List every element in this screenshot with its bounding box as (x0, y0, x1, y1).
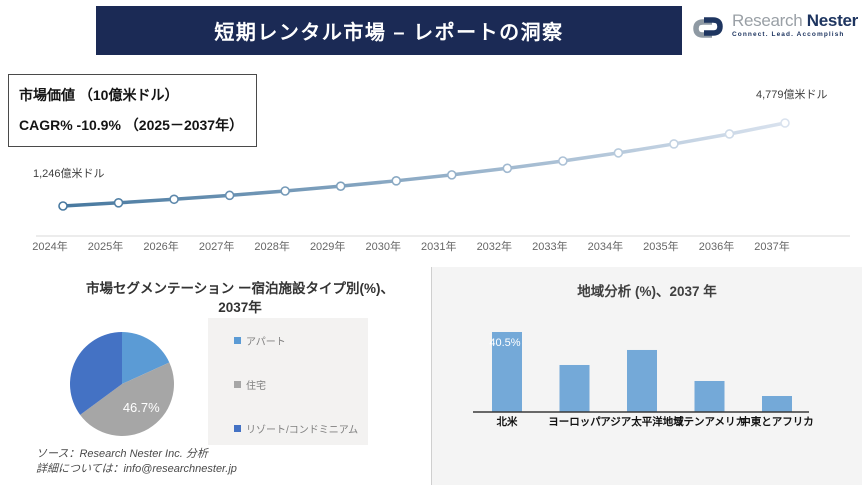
line-data-point (446, 170, 457, 180)
page-title: 短期レンタル市場 – レポートの洞察 (214, 22, 564, 44)
pie-slice-0 (122, 332, 170, 384)
x-axis-tick-label: 2033年 (532, 239, 567, 253)
brand-logo: Research Nester Connect. Lead. Accomplis… (689, 12, 858, 47)
pie-chart-title-line2: 2037年 (218, 300, 262, 315)
bar-category-label: 中東とアフリカ (740, 415, 814, 428)
source-text: ソース：Research Nester Inc. 分析 (36, 448, 208, 460)
legend-marker-apartment (234, 337, 241, 344)
regional-analysis-card: 地域分析 (%)、2037 年 40.5% 北米 ヨーロッパ アジア太平洋地域 ラテンア… (431, 267, 862, 485)
logo-tagline: Connect. Lead. Accomplish (732, 31, 845, 38)
bar-category-label: ヨーロッパ (548, 416, 601, 428)
legend-item-resort-condominium: リゾート/コンドミニアム (234, 421, 362, 436)
line-data-point (558, 156, 568, 166)
bar-2 (627, 349, 657, 412)
legend-item-housing: 住宅 (234, 377, 362, 392)
x-axis-tick-label: 2029年 (310, 239, 345, 253)
pie-slice-1 (80, 362, 174, 436)
market-value-line-text: 市場価値 （10億米ドル） (19, 87, 179, 103)
pie-legend: アパート 住宅 リゾート/コンドミニアム (208, 318, 368, 445)
header-banner: 短期レンタル市場 – レポートの洞察 (96, 6, 682, 55)
bar-0 (492, 332, 522, 412)
x-axis-tick-label: 2025年 (88, 239, 123, 253)
logo-name: Research Nester (732, 12, 858, 29)
line-data-point (780, 118, 790, 128)
line-data-point (169, 194, 179, 205)
x-axis-tick-label: 2034年 (588, 239, 623, 253)
x-axis-tick-label: 2027年 (199, 239, 234, 253)
bar-4 (762, 396, 792, 412)
legend-marker-housing (234, 381, 241, 388)
logo-name-research: Research (732, 11, 803, 30)
x-axis-tick-label: 2026年 (143, 239, 178, 253)
footer: ソース：Research Nester Inc. 分析 詳細については：info… (36, 447, 237, 477)
x-axis-tick-label: 2030年 (365, 239, 400, 253)
legend-marker-resort-condominium (234, 425, 241, 432)
pie-slice-2 (70, 332, 122, 415)
line-data-point (724, 129, 735, 139)
line-data-point (58, 201, 68, 211)
market-value-trend-line (62, 121, 786, 208)
x-axis-tick-label: 2035年 (643, 239, 678, 253)
market-value-line-chart: 2024年 2025年 2026年 2027年 2028年 2029年 2030年 2031年… (32, 118, 850, 253)
pie-chart-title: 市場セグメンテーション ー宿泊施設タイプ別(%)、 2037年 (55, 279, 425, 317)
logo-chainlink-icon (689, 12, 727, 47)
contact-text: 詳細については：info@researchnester.jp (36, 463, 237, 475)
x-axis-tick-label: 2028年 (254, 239, 289, 253)
market-value-info-box: 市場価値 （10億米ドル） CAGR% -10.9% （2025－2037年） (8, 74, 257, 147)
logo-name-nester: Nester (806, 11, 858, 30)
bar-category-label: アジア太平洋地域 (600, 415, 684, 428)
x-axis-tick-label: 2036年 (699, 239, 734, 253)
bar-data-label: 40.5% (489, 337, 520, 349)
bar-1 (559, 364, 590, 412)
legend-label-apartment: アパート (246, 337, 286, 348)
logo-text: Research Nester Connect. Lead. Accomplis… (732, 12, 858, 39)
line-data-point (613, 148, 624, 158)
bar-chart-title: 地域分析 (%)、2037 年 (577, 284, 717, 299)
pie-data-label: 46.7% (123, 400, 160, 415)
bar-3 (694, 380, 725, 412)
legend-label-resort-condominium: リゾート/コンドミニアム (246, 425, 359, 436)
line-data-point (502, 163, 513, 174)
x-axis-tick-label: 2037年 (754, 239, 789, 253)
bar-category-label: ラテンアメリカ (673, 416, 746, 428)
line-data-point (335, 181, 346, 191)
line-data-point (113, 198, 124, 208)
line-start-value-label: 1,246億米ドル (33, 168, 105, 180)
segmentation-pie-chart: 46.7% (70, 332, 174, 436)
pie-chart-title-line1: 市場セグメンテーション ー宿泊施設タイプ別(%)、 (86, 281, 394, 296)
x-axis-tick-label: 2031年 (421, 239, 456, 253)
x-axis-tick-label: 2024年 (32, 239, 67, 253)
legend-item-apartment: アパート (234, 333, 362, 348)
legend-label-housing: 住宅 (246, 381, 266, 392)
bar-category-label: 北米 (497, 415, 518, 428)
line-end-value-label: 4,779億米ドル (756, 89, 828, 101)
line-data-point (224, 190, 235, 201)
x-axis-tick-label: 2032年 (477, 239, 512, 253)
line-data-point (391, 176, 402, 186)
line-data-point (280, 186, 290, 196)
line-data-point (669, 139, 679, 149)
cagr-line-text: CAGR% -10.9% （2025－2037年） (19, 117, 244, 133)
